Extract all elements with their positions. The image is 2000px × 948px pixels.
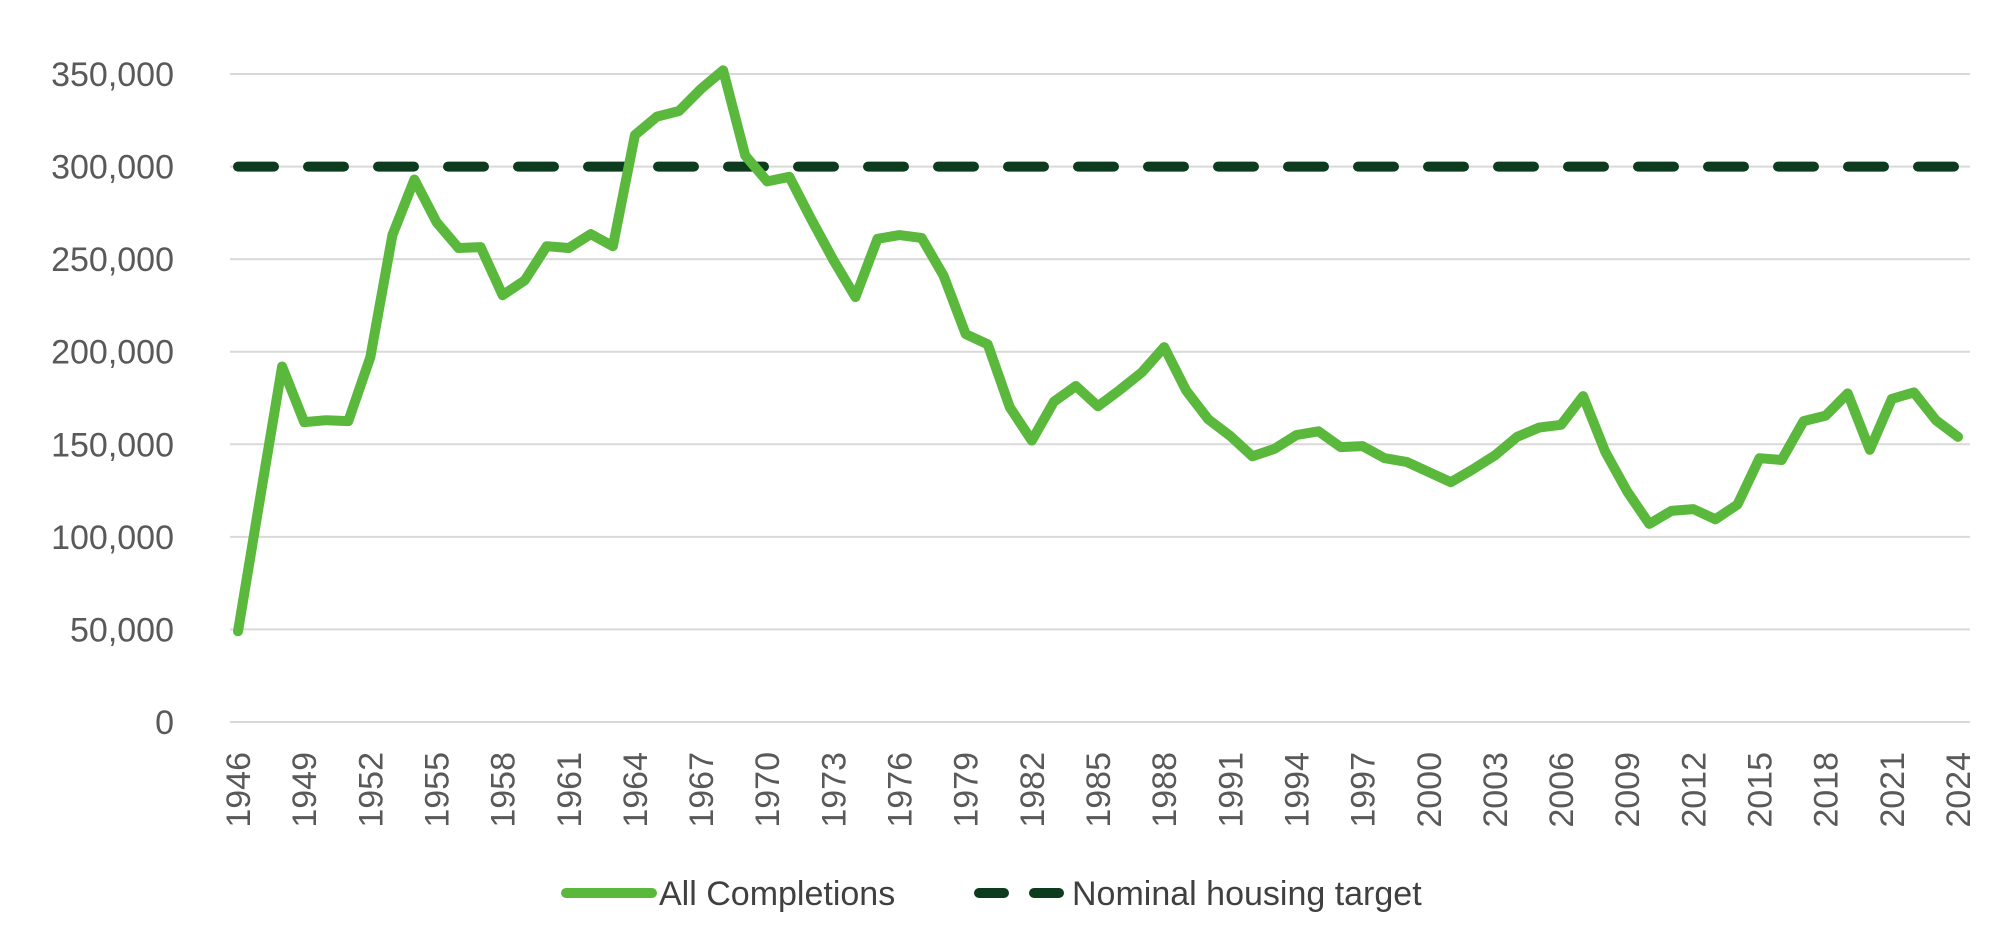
x-tick-label-1949: 1949: [286, 752, 324, 828]
x-tick-label-1982: 1982: [1014, 752, 1052, 828]
x-tick-label-1946: 1946: [220, 752, 258, 828]
series: [233, 65, 1963, 637]
legend-item-nominal-housing-target[interactable]: Nominal housing target: [974, 875, 1422, 913]
x-tick-label-1970: 1970: [749, 752, 787, 828]
y-tick-label-350000: 350,000: [51, 56, 174, 94]
x-tick-label-1952: 1952: [352, 752, 390, 828]
x-tick-label-2000: 2000: [1411, 752, 1449, 828]
x-tick-label-2012: 2012: [1675, 752, 1713, 828]
x-tick-label-1955: 1955: [418, 752, 456, 828]
x-axis-ticks: 1946 1949 1952 1955 1958 1961 1964 1967 1970 1973…: [220, 752, 1978, 828]
y-tick-label-50000: 50,000: [70, 611, 174, 649]
x-tick-label-1985: 1985: [1080, 752, 1118, 828]
x-tick-label-2009: 2009: [1609, 752, 1647, 828]
x-tick-label-1958: 1958: [485, 752, 523, 828]
x-tick-label-1997: 1997: [1345, 752, 1383, 828]
x-tick-label-2006: 2006: [1543, 752, 1581, 828]
series-line-all-completions: [233, 65, 1963, 637]
x-tick-label-2015: 2015: [1742, 752, 1780, 828]
x-tick-label-1979: 1979: [948, 752, 986, 828]
x-tick-label-2024: 2024: [1940, 752, 1978, 828]
y-tick-label-250000: 250,000: [51, 241, 174, 279]
x-tick-label-1988: 1988: [1146, 752, 1184, 828]
y-tick-label-150000: 150,000: [51, 426, 174, 464]
x-tick-label-1994: 1994: [1278, 752, 1316, 828]
legend-label-all-completions: All Completions: [659, 875, 895, 913]
legend-item-all-completions[interactable]: All Completions: [561, 875, 895, 913]
legend-label-nominal-housing-target: Nominal housing target: [1072, 875, 1422, 913]
y-tick-label-100000: 100,000: [51, 519, 174, 557]
x-tick-label-1973: 1973: [815, 752, 853, 828]
x-tick-label-1961: 1961: [551, 752, 589, 828]
x-tick-label-1964: 1964: [617, 752, 655, 828]
y-tick-label-0: 0: [155, 704, 174, 742]
legend: All Completions Nominal housing target: [561, 875, 1422, 913]
x-tick-label-1991: 1991: [1212, 752, 1250, 828]
x-tick-label-1976: 1976: [882, 752, 920, 828]
x-tick-label-2003: 2003: [1477, 752, 1515, 828]
series-all-completions: [233, 65, 1963, 637]
x-tick-label-2018: 2018: [1808, 752, 1846, 828]
y-axis-ticks: 0 50,000 100,000 150,000 200,000 250,000 300,0…: [51, 56, 174, 742]
x-tick-label-2021: 2021: [1874, 752, 1912, 828]
y-tick-label-300000: 300,000: [51, 149, 174, 187]
x-tick-label-1967: 1967: [683, 752, 721, 828]
y-tick-label-200000: 200,000: [51, 334, 174, 372]
series-nominal-housing-target: [233, 161, 1963, 172]
